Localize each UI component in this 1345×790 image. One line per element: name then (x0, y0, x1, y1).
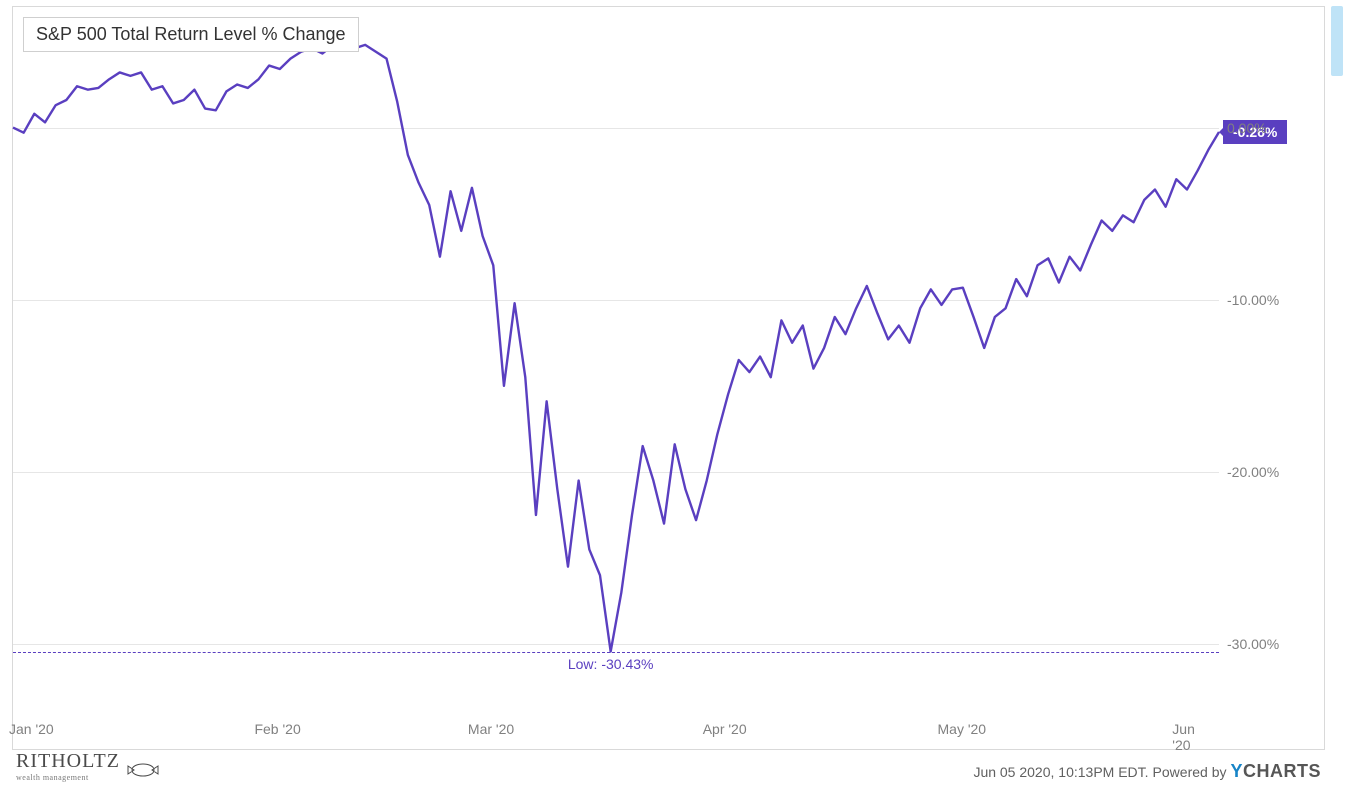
chart-container: Low: -30.43% S&P 500 Total Return Level … (12, 6, 1325, 750)
attribution: Jun 05 2020, 10:13PM EDT. Powered by YCH… (973, 761, 1321, 782)
brand-ritholtz: RITHOLTZ wealth management (16, 750, 160, 784)
y-axis: -0.26% 0.00%-10.00%-20.00%-30.00% (1219, 7, 1324, 713)
brand-subtitle: wealth management (16, 773, 120, 782)
scrollbar-thumb[interactable] (1331, 6, 1343, 76)
y-tick-label: 0.00% (1227, 120, 1267, 136)
y-tick-label: -10.00% (1227, 292, 1279, 308)
y-tick-label: -20.00% (1227, 464, 1279, 480)
x-tick-label: Mar '20 (468, 721, 514, 737)
ritholtz-icon (126, 756, 160, 784)
chart-title: S&P 500 Total Return Level % Change (23, 17, 359, 52)
powered-by-label: Powered by (1153, 764, 1227, 780)
x-tick-label: Jan '20 (9, 721, 54, 737)
x-tick-label: Jun '20 (1172, 721, 1215, 753)
ycharts-logo: YCHARTS (1230, 761, 1321, 782)
timestamp: Jun 05 2020, 10:13PM EDT. (973, 764, 1148, 780)
footer: RITHOLTZ wealth management Jun 05 2020, … (12, 754, 1325, 784)
x-tick-label: Apr '20 (703, 721, 747, 737)
y-tick-label: -30.00% (1227, 636, 1279, 652)
brand-name: RITHOLTZ (16, 750, 120, 773)
x-axis: Jan '20Feb '20Mar '20Apr '20May '20Jun '… (13, 713, 1219, 749)
plot-area[interactable]: Low: -30.43% S&P 500 Total Return Level … (13, 7, 1219, 713)
x-tick-label: May '20 (938, 721, 987, 737)
x-tick-label: Feb '20 (254, 721, 300, 737)
line-series (13, 7, 1219, 713)
